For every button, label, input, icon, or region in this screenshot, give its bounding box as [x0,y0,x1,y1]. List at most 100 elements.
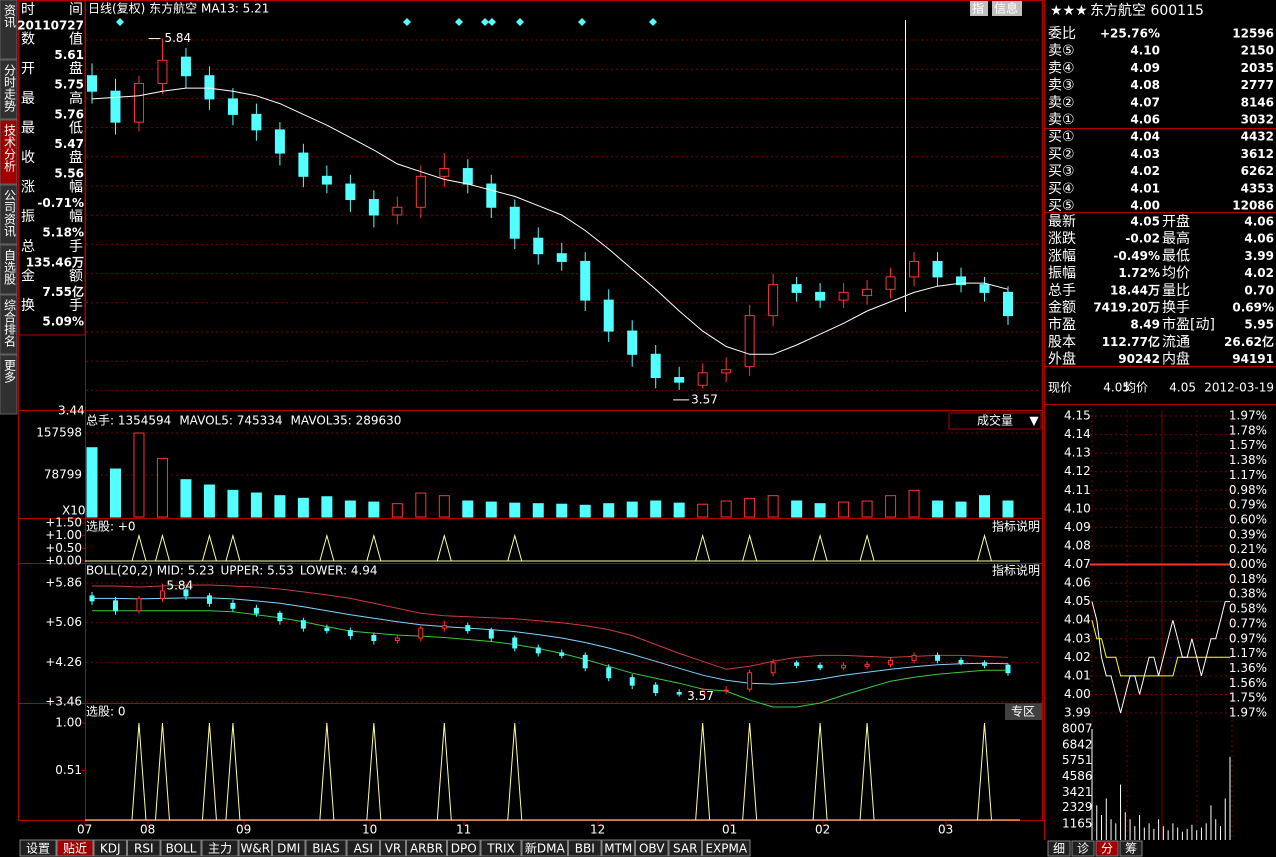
bottom-tab[interactable] [521,839,568,857]
y-tick-label: 2329 [1062,800,1093,814]
right-tab-label[interactable]: 筹 [1125,842,1137,856]
bottom-tab[interactable] [702,839,751,857]
button[interactable] [948,412,1042,430]
bottom-tab-label[interactable]: EXPMA [705,842,747,856]
volume-bar [626,501,638,518]
sidebar-tab[interactable] [0,59,18,120]
sidebar-tab-label[interactable]: 自选股 [3,249,17,286]
bottom-tab-label[interactable]: VR [385,842,402,856]
event-marker[interactable] [516,18,524,26]
book-label: 卖④ [1048,60,1075,76]
bottom-tab-label[interactable]: KDJ [100,842,121,856]
button-label[interactable]: 专区 [1011,704,1035,719]
bottom-tab[interactable] [406,839,447,857]
sidebar-tab-label[interactable]: 公司资讯 [3,189,17,238]
volume-bar [462,500,474,518]
bottom-tab[interactable] [305,839,347,857]
event-marker[interactable] [578,18,586,26]
y-tick-label: 4.14 [1064,427,1091,441]
bottom-tab[interactable] [19,839,57,857]
right-tab[interactable] [1119,840,1143,857]
bottom-tab[interactable] [201,839,239,857]
sidebar-tab[interactable] [0,354,18,415]
stat-value: 26.62亿 [1224,334,1274,349]
bottom-tab[interactable] [127,839,161,857]
bottom-tab-label[interactable]: 新DMA [525,841,566,856]
dropdown-icon[interactable]: ▼ [1029,414,1039,428]
bottom-tab-label[interactable]: ARBR [410,842,443,856]
bottom-tab-label[interactable]: ASI [354,842,373,856]
right-tab[interactable] [1095,840,1119,857]
sidebar-tab[interactable] [0,119,18,185]
volume-bar [438,495,450,518]
button-label[interactable]: 指 [972,1,984,16]
bottom-tab-label[interactable]: BOLL [166,842,197,856]
candle-body [979,284,990,293]
bottom-tab[interactable] [160,839,202,857]
bottom-tab-label[interactable]: 设置 [26,842,50,856]
candle-body [674,377,685,383]
bottom-tab[interactable] [635,839,669,857]
sidebar-tab[interactable] [0,0,18,60]
right-tab-label[interactable]: 分 [1101,842,1113,856]
bottom-tab[interactable] [668,839,702,857]
sidebar-tab-label[interactable]: 更多 [3,359,17,384]
book-price: 4.00 [1130,199,1160,213]
bottom-tab-label[interactable]: MTM [604,842,632,856]
right-tab-label[interactable]: 细 [1053,842,1065,856]
bottom-tab-label[interactable]: BBI [575,842,595,856]
bottom-tab-label[interactable]: DMI [277,842,300,856]
sidebar-tab-label[interactable]: 资讯 [3,4,17,29]
info-panel-bg [18,0,86,336]
bottom-tab[interactable] [346,839,380,857]
x-tick-label: 10 [362,823,377,837]
right-tab[interactable] [1071,840,1095,857]
event-marker[interactable] [455,18,463,26]
sidebar-tab-label[interactable]: 技术分析 [3,124,17,173]
stat-value: 4.02 [1244,266,1274,280]
button[interactable] [970,1,988,16]
event-marker[interactable] [488,18,496,26]
right-tab-label[interactable]: 诊 [1077,842,1089,856]
event-marker[interactable] [649,18,657,26]
bottom-tab-label[interactable]: DPO [451,842,477,856]
bottom-tab[interactable] [272,839,306,857]
button-label[interactable]: 成交量 [977,413,1013,428]
sidebar-tab[interactable] [0,244,18,295]
bottom-tab-label[interactable]: RSI [134,842,154,856]
button[interactable] [992,1,1022,16]
button-label[interactable]: 信息 [994,1,1018,16]
stat-label: 量比 [1162,283,1190,299]
candle-body [486,183,497,208]
button[interactable] [1005,704,1042,720]
bottom-tab[interactable] [56,839,94,857]
sidebar-tab-label[interactable]: 分时走势 [3,64,17,112]
bottom-tab-label[interactable]: SAR [673,842,697,856]
bottom-tab-label[interactable]: W&R [240,842,270,856]
bottom-tab[interactable] [568,839,602,857]
bottom-tab-label[interactable]: 贴近 [63,842,87,856]
right-tab[interactable] [1047,840,1071,857]
bottom-tab[interactable] [238,839,272,857]
event-marker[interactable] [481,18,489,26]
bottom-tab-label[interactable]: TRIX [486,842,514,856]
panel-note[interactable]: 指标说明 [992,563,1040,578]
bottom-tab-label[interactable]: BIAS [312,842,340,856]
bottom-tab-label[interactable]: OBV [639,842,665,856]
candle-body [535,647,541,654]
sidebar-tab[interactable] [0,294,18,355]
bottom-tab[interactable] [93,839,127,857]
bottom-tab[interactable] [601,839,635,857]
event-marker[interactable] [116,18,124,26]
event-marker[interactable] [403,18,411,26]
y-tick-label: 4.00 [1064,687,1091,701]
bottom-tab[interactable] [447,839,481,857]
panel-note[interactable]: 指标说明 [992,519,1040,534]
candle-body [465,625,471,632]
bottom-tab-label[interactable]: 主力 [208,842,232,856]
bottom-tab[interactable] [380,839,406,857]
y-tick-label: 4.09 [1064,520,1091,534]
sidebar-tab-label[interactable]: 综合排名 [3,299,17,347]
sidebar-tab[interactable] [0,184,18,245]
bottom-tab[interactable] [480,839,522,857]
